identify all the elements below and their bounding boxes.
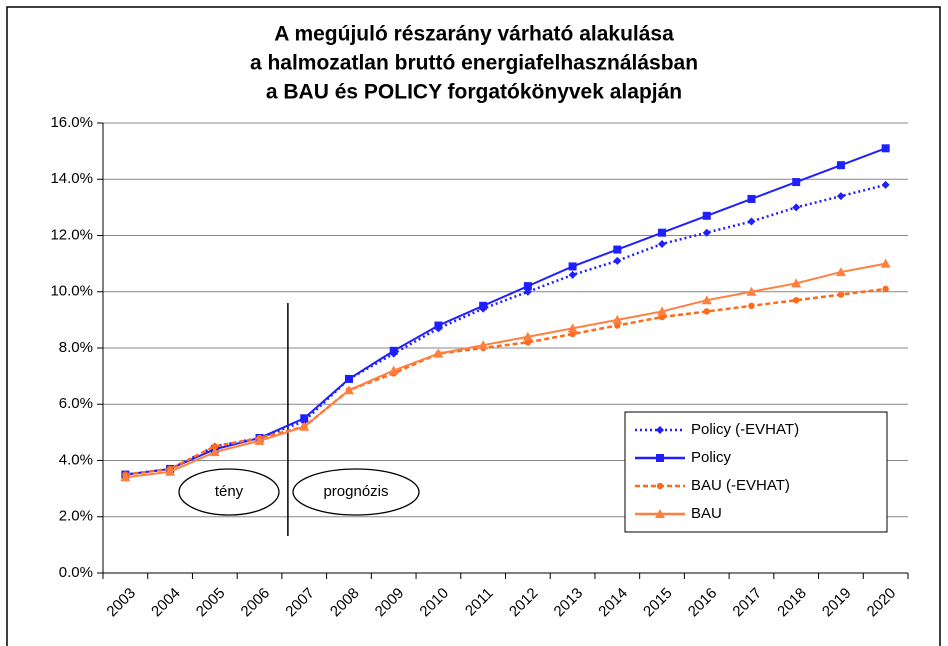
legend-marker: [656, 454, 664, 462]
annotation: tény: [215, 483, 244, 500]
x-tick-label: 2017: [729, 585, 765, 621]
point: [836, 161, 845, 170]
point: [792, 296, 800, 304]
x-tick-label: 2020: [864, 585, 900, 621]
point: [791, 278, 802, 288]
point: [748, 302, 755, 310]
point: [658, 313, 666, 321]
point: [300, 414, 309, 423]
legend-label: Policy: [691, 449, 732, 466]
point: [524, 339, 532, 346]
point: [880, 258, 891, 268]
legend-label: Policy (-EVHAT): [691, 421, 799, 438]
point: [614, 322, 621, 329]
point: [837, 291, 845, 298]
point: [344, 374, 353, 383]
point: [211, 443, 219, 450]
series-line: [125, 183, 886, 476]
y-tick-label: 14.0%: [50, 170, 93, 187]
x-tick-label: 2013: [551, 585, 587, 621]
y-tick-label: 6.0%: [59, 395, 93, 412]
point: [701, 295, 712, 305]
annotation-ellipse: [178, 468, 280, 516]
x-tick-label: 2016: [685, 585, 721, 621]
annotation-ellipse: [292, 468, 420, 516]
point: [343, 385, 354, 395]
x-tick-label: 2005: [193, 585, 229, 621]
x-tick-label: 2004: [148, 585, 184, 621]
point: [434, 321, 443, 330]
chart-title: a BAU és POLICY forgatókönyvek alapján: [266, 81, 682, 104]
x-tick-label: 2018: [774, 585, 810, 621]
x-tick-label: 2014: [595, 585, 631, 621]
y-tick-label: 2.0%: [59, 508, 93, 525]
point: [389, 346, 398, 355]
x-tick-label: 2008: [327, 585, 363, 621]
legend-label: BAU: [691, 505, 722, 522]
point: [613, 245, 622, 254]
point: [299, 421, 310, 431]
y-tick-label: 8.0%: [59, 339, 93, 356]
x-tick-label: 2019: [819, 585, 855, 621]
series-line: [125, 287, 886, 476]
y-tick-label: 12.0%: [50, 226, 93, 243]
point: [120, 472, 131, 482]
point: [567, 323, 578, 333]
annotation: prognózis: [323, 483, 388, 500]
point: [388, 365, 399, 375]
point: [658, 239, 667, 248]
x-tick-label: 2009: [372, 585, 408, 621]
point: [881, 144, 890, 153]
chart-border: [6, 6, 941, 646]
point: [747, 217, 756, 226]
point: [433, 348, 444, 358]
point: [612, 314, 623, 324]
point: [658, 228, 667, 237]
point: [881, 180, 890, 189]
point: [836, 192, 845, 201]
x-tick-label: 2012: [506, 585, 542, 621]
point: [746, 286, 757, 296]
point: [569, 330, 576, 338]
point: [165, 466, 176, 476]
point: [792, 178, 801, 187]
point: [703, 308, 710, 315]
point: [522, 331, 533, 341]
x-tick-label: 2003: [103, 585, 139, 621]
y-tick-label: 10.0%: [50, 283, 93, 300]
point: [523, 282, 532, 291]
x-tick-label: 2010: [416, 585, 452, 621]
x-tick-label: 2007: [282, 585, 318, 621]
point: [702, 228, 711, 237]
point: [568, 270, 577, 279]
x-tick-label: 2011: [462, 585, 497, 620]
legend-box: [624, 411, 888, 533]
y-tick-label: 16.0%: [50, 114, 93, 131]
chart-title: A megújuló részarány várható alakulása: [274, 23, 674, 46]
point: [209, 447, 220, 457]
x-tick-label: 2006: [238, 585, 274, 621]
series-line: [125, 262, 886, 479]
point: [657, 306, 668, 316]
legend-marker: [656, 426, 664, 434]
point: [254, 435, 265, 445]
y-tick-label: 4.0%: [59, 451, 93, 468]
point: [479, 301, 488, 310]
legend-label: BAU (-EVHAT): [691, 477, 790, 494]
y-tick-label: 0.0%: [59, 564, 93, 581]
point: [835, 267, 846, 277]
point: [882, 285, 889, 293]
point: [568, 262, 577, 271]
chart-title: a halmozatlan bruttó energiafelhasználás…: [250, 52, 698, 75]
point: [792, 203, 801, 212]
point: [702, 211, 711, 220]
legend-marker: [655, 509, 665, 518]
point: [747, 194, 756, 203]
legend-marker: [656, 482, 664, 490]
point: [478, 340, 489, 350]
point: [613, 256, 622, 265]
x-tick-label: 2015: [640, 585, 676, 621]
